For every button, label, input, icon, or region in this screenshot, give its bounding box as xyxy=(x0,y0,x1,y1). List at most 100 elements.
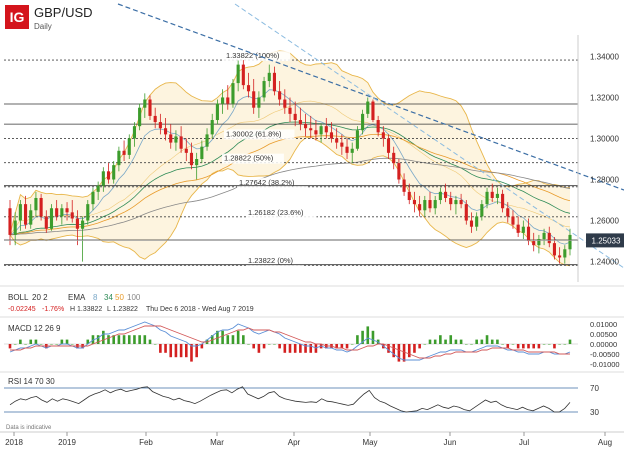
candle-body xyxy=(309,128,313,131)
candle-body xyxy=(361,113,365,131)
fib-level-label: 1.28822 (50%) xyxy=(224,154,274,163)
fib-label-bg xyxy=(222,153,284,164)
candle-body xyxy=(293,113,297,121)
candle-body xyxy=(246,85,251,92)
candle-body xyxy=(438,191,442,201)
fib-label-bg xyxy=(246,207,317,218)
candle-body xyxy=(24,204,28,225)
macd-histogram-bar xyxy=(345,344,349,349)
candle-body xyxy=(526,226,531,242)
candle-body xyxy=(392,152,396,164)
candle-body xyxy=(506,208,510,217)
macd-histogram-bar xyxy=(34,339,38,344)
candle-body xyxy=(449,197,453,205)
macd-histogram-bar xyxy=(107,335,110,344)
macd-histogram-bar xyxy=(371,330,375,344)
macd-histogram-bar xyxy=(283,344,287,353)
fib-label-bg xyxy=(224,51,291,62)
macd-histogram-bar xyxy=(50,344,53,345)
candle-body xyxy=(205,134,209,147)
ema-period-34: 34 xyxy=(104,293,113,302)
candle-body xyxy=(521,226,525,233)
candle-body xyxy=(174,136,178,143)
candle-body xyxy=(169,134,173,143)
price-axis: 1.24000 1.26000 1.28000 1.30000 1.32000 1.340… xyxy=(4,35,624,282)
candle-body xyxy=(49,208,54,229)
macd-histogram-bar xyxy=(55,344,58,345)
candle-body xyxy=(511,216,515,225)
candle-body xyxy=(200,146,204,159)
candle-body xyxy=(101,171,105,186)
candles xyxy=(8,60,572,264)
candle-body xyxy=(501,193,505,209)
candle-body xyxy=(459,200,463,205)
candle-body xyxy=(397,163,401,180)
date-range: Thu Dec 6 2018 - Wed Aug 7 2019 xyxy=(146,306,254,313)
candle-body xyxy=(319,126,323,135)
price-change: -0.02245 xyxy=(8,306,36,313)
candle-body xyxy=(495,193,499,198)
macd-histogram-bar xyxy=(439,335,442,344)
range-low: L 1.23822 xyxy=(107,306,138,313)
candle-body xyxy=(236,64,240,84)
candle-body xyxy=(158,122,162,129)
macd-histogram-bar xyxy=(236,330,240,344)
macd-histogram-bar xyxy=(273,344,276,345)
macd-histogram-bar xyxy=(428,339,432,344)
macd-histogram-bar xyxy=(501,344,504,345)
candle-body xyxy=(532,241,536,246)
fibonacci-levels: 1.33822 (100%) 1.30002 (61.8%) 1.28822 (50… xyxy=(4,51,578,267)
candle-body xyxy=(138,107,142,127)
candle-body xyxy=(283,99,287,108)
macd-histogram-bar xyxy=(278,344,281,349)
macd-histogram-bar xyxy=(60,339,64,344)
macd-histogram-bar xyxy=(304,344,307,353)
macd-histogram-bar xyxy=(340,344,344,349)
candle-body xyxy=(122,150,126,155)
candle-body xyxy=(329,132,334,139)
time-tick-label: Aug xyxy=(598,438,612,447)
candle-body xyxy=(60,208,64,217)
macd-histogram-bar xyxy=(24,344,27,345)
macd-histogram-bar xyxy=(148,339,152,344)
macd-histogram-bar xyxy=(122,335,126,344)
candle-body xyxy=(226,97,230,104)
candle-body xyxy=(272,72,276,92)
price-tick-label: 1.28000 xyxy=(590,176,619,185)
candle-body xyxy=(13,220,17,235)
candle-body xyxy=(381,132,385,139)
ema-34-line xyxy=(9,121,571,236)
candle-body xyxy=(542,232,546,240)
candle-body xyxy=(164,128,168,135)
candle-body xyxy=(55,208,59,217)
candle-body xyxy=(18,204,22,221)
candle-body xyxy=(568,234,572,250)
candle-body xyxy=(355,130,359,149)
candle-body xyxy=(8,208,12,235)
macd-histogram-bar xyxy=(361,330,364,344)
candle-body xyxy=(350,148,354,153)
macd-histogram-bar xyxy=(133,335,136,344)
macd-histogram-bar xyxy=(350,344,354,345)
ema-period-50: 50 xyxy=(115,293,124,302)
boll-params: 20 2 xyxy=(32,293,48,302)
macd-histogram-bar xyxy=(433,339,437,344)
macd-histogram-bar xyxy=(96,335,100,344)
candle-body xyxy=(402,179,406,192)
candle-body xyxy=(552,243,556,256)
candle-body xyxy=(563,249,567,258)
candle-body xyxy=(231,83,235,104)
macd-histogram-bar xyxy=(547,344,551,345)
macd-histogram-bar xyxy=(522,344,525,349)
price-tick-label: 1.24000 xyxy=(590,258,619,267)
candle-body xyxy=(278,91,282,100)
macd-histogram-bar xyxy=(356,335,359,344)
bollinger-lower xyxy=(9,136,571,267)
candle-body xyxy=(480,204,484,217)
macd-histogram-bar xyxy=(267,344,271,345)
macd-histogram-bar xyxy=(449,335,453,344)
candle-body xyxy=(547,232,551,244)
macd-histogram-bar xyxy=(387,344,390,353)
candle-body xyxy=(184,148,188,153)
macd-histogram-bar xyxy=(179,344,183,358)
